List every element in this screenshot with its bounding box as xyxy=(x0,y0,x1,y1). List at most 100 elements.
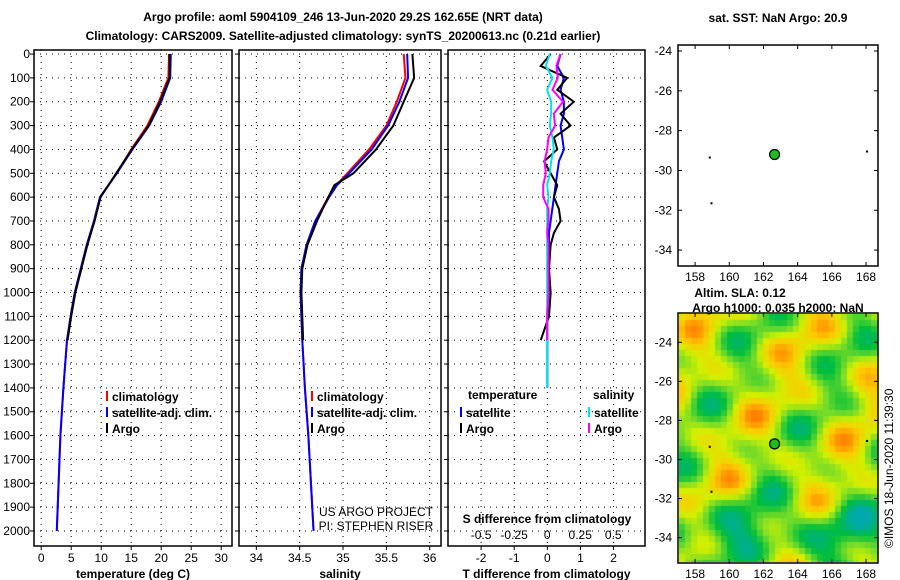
x-tick-label: 10 xyxy=(95,551,109,565)
x-tick-label: 166 xyxy=(822,270,842,284)
map-title: sat. SST: NaN Argo: 20.9 xyxy=(709,11,848,25)
y-tick-label: 1000 xyxy=(3,286,30,300)
x2-tick-label: 0.5 xyxy=(605,528,622,542)
x-tick-label: 34.5 xyxy=(288,551,312,565)
x2-tick-label: -0.25 xyxy=(500,528,528,542)
x-tick-label: 30 xyxy=(215,551,229,565)
y-tick-label: 600 xyxy=(10,190,30,204)
legend-label: satellite-adj. clim. xyxy=(317,406,417,420)
x-axis-label: T difference from climatology xyxy=(462,567,630,580)
y-tick-label: 400 xyxy=(10,142,30,156)
x2-tick-label: 0 xyxy=(544,528,551,542)
legend-swatch xyxy=(106,423,108,433)
series-line-salinity-argo xyxy=(542,53,565,341)
series-line-argo xyxy=(66,54,171,341)
y-tick-label: 1900 xyxy=(3,500,30,514)
x-tick-label: 5 xyxy=(68,551,75,565)
series-line-satellite-adj-clim- xyxy=(299,54,410,532)
credit-text: US ARGO PROJECT xyxy=(319,505,434,519)
legend-swatch xyxy=(311,391,313,401)
legend-label: Argo xyxy=(466,422,494,436)
y-tick-label: -34 xyxy=(655,243,673,257)
plot-frame xyxy=(677,44,879,267)
x-tick-label: 20 xyxy=(155,551,169,565)
legend-swatch xyxy=(588,423,590,433)
profile-location-marker xyxy=(768,148,781,161)
y-tick-label: 1300 xyxy=(3,357,30,371)
legend-label: Argo xyxy=(317,422,345,436)
y-tick-label: 1700 xyxy=(3,452,30,466)
y-tick-label: -30 xyxy=(655,163,673,177)
x-tick-label: 168 xyxy=(856,270,876,284)
series-line-satellite-adj-clim- xyxy=(55,54,172,532)
x-tick-label: 25 xyxy=(185,551,199,565)
copyright-text: ©IMOS 18-Jun-2020 11:39:30 xyxy=(882,388,896,548)
legend-label: climatology xyxy=(317,390,384,404)
legend-swatch xyxy=(106,407,108,417)
pi-text: PI: STEPHEN RISER xyxy=(319,519,434,533)
legend-header-temperature: temperature xyxy=(468,388,538,402)
title-line2: Climatology: CARS2009. Satellite-adjuste… xyxy=(86,29,601,43)
x-tick-label: 164 xyxy=(788,270,808,284)
y-tick-label: -24 xyxy=(655,44,673,58)
x2-tick-label: 0.25 xyxy=(569,528,593,542)
x2-axis-label: S difference from climatology xyxy=(463,512,632,526)
series-line-argo xyxy=(300,53,416,341)
x-tick-label: 2 xyxy=(610,551,617,565)
temperature-panel: 0100200300400500600700800900100011001200… xyxy=(3,47,233,580)
y-tick-label: 500 xyxy=(10,166,30,180)
difference-panel: -2 -1 0 1 2 T difference from climatology temp… xyxy=(444,49,646,580)
x-tick-label: 160 xyxy=(719,270,739,284)
y-tick-label: 2000 xyxy=(3,524,30,538)
y-tick-label: 800 xyxy=(10,238,30,252)
legend-header-salinity: salinity xyxy=(593,388,635,402)
x-tick-label: 158 xyxy=(685,270,705,284)
legend-label: climatology xyxy=(112,390,179,404)
x-tick-label: 0 xyxy=(544,551,551,565)
x-tick-label: 0 xyxy=(38,551,45,565)
legend-swatch xyxy=(106,391,108,401)
x-tick-label: 34 xyxy=(250,551,264,565)
y-tick-label: 0 xyxy=(23,47,30,61)
y-tick-label: 1600 xyxy=(3,429,30,443)
legend-swatch xyxy=(460,423,462,433)
y-tick-label: 1800 xyxy=(3,476,30,490)
x-tick-label: -1 xyxy=(509,551,520,565)
sst-map-panel: 158 160 162 164 166 168 -24 -26 -28 -30 -32 -34 sat.… xyxy=(655,11,879,284)
legend-label: satellite xyxy=(594,406,639,420)
plot-frame xyxy=(33,49,233,547)
x-tick-label: 1 xyxy=(577,551,584,565)
plot-frame xyxy=(238,49,442,547)
plot-frame xyxy=(447,49,646,547)
legend-label: satellite xyxy=(466,406,511,420)
y-tick-label: 1400 xyxy=(3,381,30,395)
legend-label: satellite-adj. clim. xyxy=(112,406,212,420)
legend-swatch xyxy=(460,407,462,417)
coast-dot xyxy=(708,156,711,159)
y-tick-label: 900 xyxy=(10,262,30,276)
y-tick-label: 1100 xyxy=(4,309,30,323)
y-tick-label: -26 xyxy=(655,84,673,98)
legend-label: Argo xyxy=(112,422,140,436)
x2-tick-label: -0.5 xyxy=(471,528,492,542)
coast-dot xyxy=(866,150,869,153)
y-tick-label: 100 xyxy=(10,71,30,85)
y-tick-label: 1200 xyxy=(3,333,30,347)
legend-swatch xyxy=(311,423,313,433)
legend-swatch xyxy=(311,407,313,417)
y-tick-label: -32 xyxy=(655,203,673,217)
x-tick-label: 35.5 xyxy=(375,551,399,565)
y-tick-label: 300 xyxy=(10,119,30,133)
sla-heatmap xyxy=(679,314,878,562)
x-axis-label: temperature (deg C) xyxy=(76,567,190,580)
legend-label: Argo xyxy=(594,422,622,436)
x-tick-label: 35 xyxy=(336,551,350,565)
x-tick-label: -2 xyxy=(476,551,487,565)
coast-dot xyxy=(710,202,713,205)
x-axis-label: salinity xyxy=(319,567,361,580)
legend-swatch xyxy=(588,407,590,417)
x-tick-label: 162 xyxy=(753,270,773,284)
title-line1: Argo profile: aoml 5904109_246 13-Jun-20… xyxy=(143,10,543,24)
x-tick-label: 36 xyxy=(423,551,437,565)
